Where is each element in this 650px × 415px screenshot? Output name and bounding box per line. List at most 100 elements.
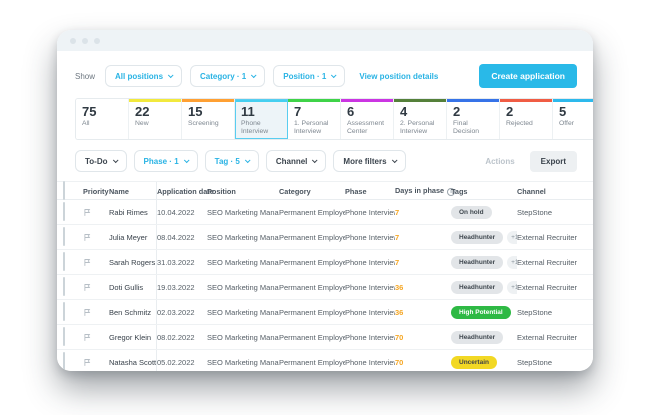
- application-date: 08.02.2022: [157, 332, 195, 342]
- phase: Phone Interview: [345, 332, 395, 342]
- channel: External Recruiter: [517, 282, 578, 292]
- pipeline-stage[interactable]: 4 2. Personal Interview: [394, 99, 447, 139]
- tag-badge[interactable]: Uncertain: [451, 355, 497, 369]
- stage-count: 2: [506, 104, 514, 119]
- application-date: 02.03.2022: [157, 307, 195, 317]
- tag-badge[interactable]: Headhunter: [451, 330, 504, 344]
- stage-count: 11: [241, 104, 255, 119]
- stage-label: 2. Personal Interview: [400, 120, 435, 135]
- filter-dropdown[interactable]: To-Do: [75, 150, 127, 172]
- window-dot-icon[interactable]: [70, 37, 76, 44]
- col-header-priority: Priority: [83, 186, 109, 196]
- table-row[interactable]: Doti Gullis 19.03.2022 SEO Marketing Man…: [57, 275, 593, 300]
- stage-count: 15: [188, 104, 203, 119]
- candidate-name: Gregor Klein: [109, 325, 157, 349]
- row-checkbox[interactable]: [63, 302, 65, 321]
- priority-flag-icon[interactable]: [83, 283, 109, 292]
- filter-dropdown[interactable]: Channel: [265, 150, 327, 172]
- view-position-details-link[interactable]: View position details: [359, 71, 439, 81]
- stage-label: Assessment Center: [347, 120, 385, 135]
- pipeline-stage[interactable]: 2 Rejected: [500, 99, 553, 139]
- row-checkbox[interactable]: [63, 252, 65, 271]
- priority-flag-icon[interactable]: [83, 208, 109, 217]
- tag-badge[interactable]: High Potential: [451, 305, 511, 319]
- actions-button[interactable]: Actions: [477, 151, 522, 172]
- window-dot-icon[interactable]: [82, 37, 88, 44]
- tag-badge[interactable]: Headhunter: [451, 230, 504, 244]
- window-dot-icon[interactable]: [94, 37, 100, 44]
- filter-dropdown[interactable]: More filters: [333, 150, 406, 172]
- toolbar-dropdown[interactable]: All positions: [105, 65, 183, 87]
- pipeline-stage[interactable]: 2 Final Decision: [447, 99, 500, 139]
- tag-badge[interactable]: Headhunter: [451, 280, 504, 294]
- pipeline-stage[interactable]: 22 New: [129, 99, 182, 139]
- stage-color-bar: [447, 99, 499, 102]
- position: SEO Marketing Manager: [207, 282, 279, 292]
- row-checkbox[interactable]: [63, 202, 65, 221]
- select-all-checkbox[interactable]: [63, 181, 65, 200]
- pipeline-stage[interactable]: 15 Screening: [182, 99, 235, 139]
- priority-flag-icon[interactable]: [83, 308, 109, 317]
- table-row[interactable]: Ben Schmitz 02.03.2022 SEO Marketing Man…: [57, 300, 593, 325]
- table-header-row: Priority Name Application date Position …: [57, 181, 593, 200]
- col-header-name: Name: [109, 182, 157, 200]
- extra-tags-count[interactable]: +1: [507, 230, 517, 244]
- days-in-phase: 7: [395, 257, 400, 267]
- candidate-name: Doti Gullis: [109, 275, 157, 299]
- table-row[interactable]: Gregor Klein 08.02.2022 SEO Marketing Ma…: [57, 325, 593, 350]
- filter-bar: To-Do Phase · 1 Tag · 5 Channel More fil…: [75, 150, 577, 172]
- tags-cell: High Potential: [451, 305, 517, 319]
- stage-count: 5: [559, 104, 567, 119]
- extra-tags-count[interactable]: +1: [507, 280, 517, 294]
- position: SEO Marketing Manager: [207, 257, 279, 267]
- phase: Phone Interview: [345, 257, 395, 267]
- toolbar-dropdown[interactable]: Position · 1: [273, 65, 346, 87]
- stage-count: 6: [347, 104, 355, 119]
- row-checkbox[interactable]: [63, 277, 65, 296]
- table-row[interactable]: Sarah Rogers 31.03.2022 SEO Marketing Ma…: [57, 250, 593, 275]
- category: Permanent Employee: [279, 207, 345, 217]
- window-chrome-bar: [57, 30, 593, 51]
- chevron-down-icon: [251, 72, 257, 79]
- info-icon[interactable]: i: [447, 188, 456, 196]
- days-in-phase: 7: [395, 207, 400, 217]
- tag-badge[interactable]: On hold: [451, 205, 492, 219]
- table-row[interactable]: Julia Meyer 08.04.2022 SEO Marketing Man…: [57, 225, 593, 250]
- phase: Phone Interview: [345, 232, 395, 242]
- priority-flag-icon[interactable]: [83, 333, 109, 342]
- priority-flag-icon[interactable]: [83, 358, 109, 367]
- row-checkbox[interactable]: [63, 327, 65, 346]
- channel: External Recruiter: [517, 257, 578, 267]
- pipeline-stage[interactable]: 75 All: [76, 99, 129, 139]
- table-row[interactable]: Natasha Scott 05.02.2022 SEO Marketing M…: [57, 350, 593, 371]
- pipeline-stage[interactable]: 11 Phone Interview: [235, 99, 288, 139]
- export-button[interactable]: Export: [529, 150, 577, 172]
- stage-color-bar: [341, 99, 393, 102]
- table-row[interactable]: Rabi Rimes 10.04.2022 SEO Marketing Mana…: [57, 200, 593, 225]
- filter-dropdown[interactable]: Phase · 1: [133, 150, 198, 172]
- toolbar-dropdown[interactable]: Category · 1: [190, 65, 266, 87]
- application-date: 05.02.2022: [157, 357, 195, 367]
- stage-count: 4: [400, 104, 408, 119]
- stage-label: Offer: [559, 120, 574, 127]
- row-checkbox[interactable]: [63, 352, 65, 371]
- pipeline-stage[interactable]: 5 Offer: [553, 99, 593, 139]
- pipeline-stage[interactable]: 7 1. Personal Interview: [288, 99, 341, 139]
- row-checkbox[interactable]: [63, 227, 65, 246]
- tag-badge[interactable]: Headhunter: [451, 255, 504, 269]
- col-header-position: Position: [207, 186, 236, 196]
- candidates-table: Priority Name Application date Position …: [57, 181, 593, 371]
- priority-flag-icon[interactable]: [83, 233, 109, 242]
- create-application-button[interactable]: Create application: [479, 64, 577, 88]
- stage-color-bar: [129, 99, 181, 102]
- tags-cell: On hold: [451, 205, 517, 219]
- candidate-name: Rabi Rimes: [109, 200, 157, 224]
- priority-flag-icon[interactable]: [83, 258, 109, 267]
- filter-dropdown[interactable]: Tag · 5: [204, 150, 259, 172]
- extra-tags-count[interactable]: +1: [507, 255, 517, 269]
- pipeline-stage[interactable]: 6 Assessment Center: [341, 99, 394, 139]
- candidate-name: Natasha Scott: [109, 350, 157, 371]
- show-label: Show: [75, 71, 96, 81]
- category: Permanent Employee: [279, 282, 345, 292]
- category: Permanent Employee: [279, 307, 345, 317]
